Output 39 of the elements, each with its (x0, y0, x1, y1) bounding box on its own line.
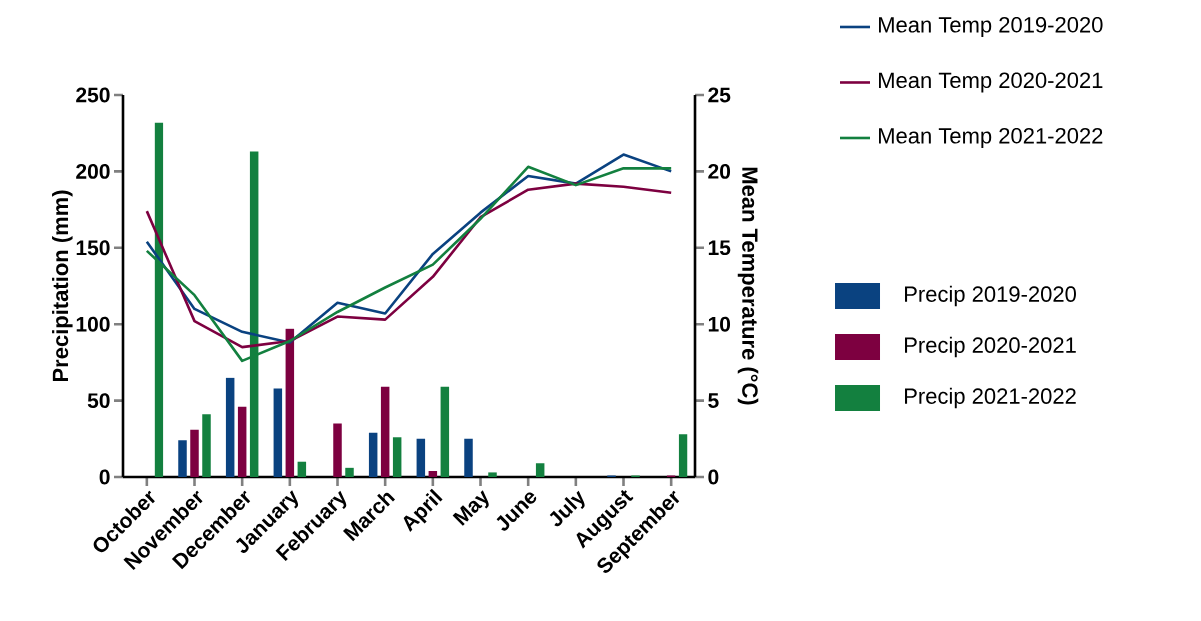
bar (225, 377, 235, 477)
y2-tick-label: 5 (708, 393, 719, 408)
bar (368, 432, 378, 477)
bar (345, 467, 354, 477)
y2-axis-title: Mean Temperature (°C) (737, 167, 759, 405)
y2-tick-label: 10 (708, 316, 731, 332)
y-tick-label: 250 (76, 87, 110, 103)
legend-label: Precip 2021-2022 (905, 387, 1076, 409)
y2-tick-label: 20 (708, 163, 731, 179)
bar (190, 429, 199, 477)
bar (464, 438, 473, 477)
legend-label: Precip 2020-2021 (905, 336, 1076, 358)
bar (678, 434, 688, 477)
y2-tick-label: 0 (708, 469, 719, 485)
legend-label: Mean Temp 2020-2021 (879, 72, 1103, 93)
bar (273, 388, 283, 477)
legend-label: Mean Temp 2019-2020 (879, 17, 1103, 37)
bar (178, 440, 187, 477)
bar (488, 472, 497, 477)
y-tick-label: 50 (87, 393, 110, 409)
bar (380, 386, 390, 477)
bar (535, 463, 545, 477)
bar (237, 406, 247, 477)
bar (333, 423, 342, 477)
bar (428, 470, 438, 477)
bar (297, 461, 307, 477)
legend-label: Mean Temp 2021-2022 (879, 128, 1103, 148)
y-tick-label: 0 (99, 469, 110, 485)
y-axis-title: Precipitation (mm) (52, 190, 73, 382)
y2-tick-label: 15 (708, 240, 731, 256)
y-tick-label: 200 (76, 163, 110, 179)
bar (416, 438, 426, 477)
bar (202, 414, 211, 477)
bar (392, 437, 402, 477)
bar (440, 386, 450, 477)
y2-tick-label: 25 (708, 87, 731, 103)
y-tick-label: 100 (76, 316, 110, 332)
legend-label: Precip 2019-2020 (905, 285, 1076, 307)
y-tick-label: 150 (76, 240, 110, 256)
